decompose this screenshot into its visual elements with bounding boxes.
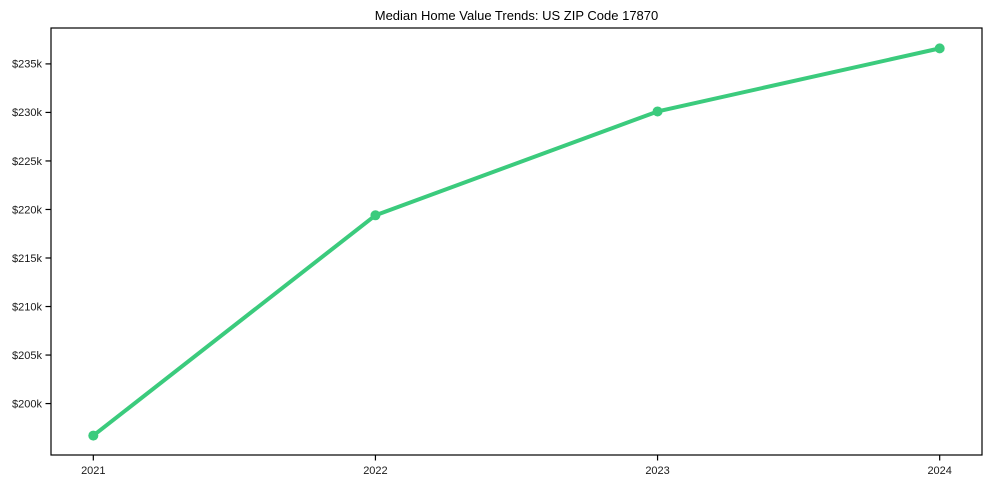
- y-tick-label: $235k: [12, 59, 42, 71]
- y-tick-label: $210k: [12, 301, 42, 313]
- x-tick-label: 2021: [81, 465, 105, 477]
- trend-line: [91, 46, 942, 438]
- y-tick-label: $200k: [12, 398, 42, 410]
- plot-border: [50, 27, 983, 456]
- data-point: [934, 43, 945, 54]
- plot-area: $200k $205k $210k $215k $220k $225k $230k $235k…: [12, 27, 983, 477]
- y-tick-label: $220k: [12, 204, 42, 216]
- data-point: [652, 106, 663, 117]
- data-point: [370, 210, 381, 221]
- data-point: [88, 430, 99, 441]
- y-tick-label: $215k: [12, 253, 42, 265]
- y-tick-label: $205k: [12, 350, 42, 362]
- x-tick-label: 2022: [363, 465, 387, 477]
- y-tick-label: $230k: [12, 107, 42, 119]
- x-tick-label: 2024: [927, 465, 951, 477]
- y-tick-label: $225k: [12, 156, 42, 168]
- chart-title: Median Home Value Trends: US ZIP Code 17…: [375, 8, 659, 23]
- x-tick-label: 2023: [645, 465, 669, 477]
